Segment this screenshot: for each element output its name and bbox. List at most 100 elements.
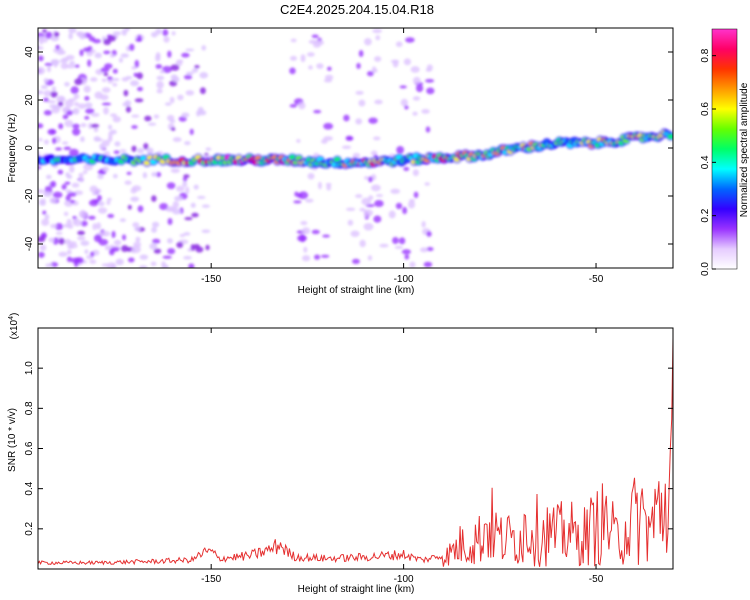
heatmap-noise-cell bbox=[104, 245, 111, 251]
heatmap-noise-cell bbox=[43, 97, 49, 102]
heatmap-noise-cell bbox=[97, 174, 104, 180]
heatmap-noise-cell bbox=[153, 248, 162, 254]
heatmap-noise-cell bbox=[194, 65, 200, 69]
heatmap-noise-cell bbox=[356, 62, 361, 70]
heatmap-noise-cell bbox=[82, 170, 88, 175]
heatmap-noise-cell bbox=[412, 111, 418, 116]
heatmap-noise-cell bbox=[88, 122, 93, 130]
heatmap-noise-cell bbox=[167, 248, 176, 255]
heatmap-noise-cell bbox=[47, 128, 57, 136]
heatmap-noise-cell bbox=[420, 247, 429, 253]
heatmap-noise-cell bbox=[313, 109, 322, 114]
heatmap-noise-cell bbox=[53, 31, 60, 38]
heatmap-noise-cell bbox=[68, 28, 77, 34]
heatmap-noise-cell bbox=[110, 263, 117, 268]
heatmap-noise-cell bbox=[341, 145, 352, 149]
heatmap-noise-cell bbox=[84, 96, 90, 101]
heatmap-noise-cell bbox=[388, 210, 396, 219]
colorbar-tick-label: 0.2 bbox=[700, 208, 711, 222]
heatmap-noise-cell bbox=[296, 139, 301, 143]
heatmap-noise-cell bbox=[112, 68, 118, 74]
heatmap-noise-cell bbox=[185, 71, 194, 76]
heatmap-noise-cell bbox=[38, 189, 45, 194]
heatmap-noise-cell bbox=[50, 35, 60, 42]
heatmap-noise-cell bbox=[79, 210, 87, 219]
heatmap-noise-cell bbox=[325, 182, 332, 187]
heatmap-noise-cell bbox=[96, 222, 102, 230]
heatmap-noise-cell bbox=[55, 147, 62, 151]
heatmap-noise-cell bbox=[162, 255, 172, 259]
heatmap-noise-cell bbox=[64, 238, 72, 245]
heatmap-noise-cell bbox=[171, 31, 176, 36]
heatmap-noise-cell bbox=[72, 219, 83, 227]
heatmap-noise-cell bbox=[421, 220, 426, 228]
heatmap-noise-cell bbox=[25, 68, 35, 74]
heatmap-y-axis-label: Frequency (Hz) bbox=[7, 114, 18, 183]
heatmap-noise-cell bbox=[79, 49, 84, 57]
heatmap-noise-cell bbox=[112, 31, 122, 36]
heatmap-noise-cell bbox=[12, 46, 16, 52]
heatmap-noise-cell bbox=[151, 221, 160, 228]
heatmap-noise-cell bbox=[66, 110, 73, 116]
heatmap-noise-cell bbox=[326, 184, 332, 191]
heatmap-noise-cell bbox=[405, 37, 415, 43]
heatmap-noise-cell bbox=[161, 65, 172, 74]
heatmap-noise-cell bbox=[92, 191, 97, 196]
heatmap-noise-cell bbox=[401, 249, 411, 255]
heatmap-noise-cell bbox=[289, 67, 296, 75]
heatmap-noise-cell bbox=[373, 215, 382, 223]
heatmap-noise-cell bbox=[185, 90, 195, 96]
heatmap-noise-cell bbox=[92, 38, 102, 44]
heatmap-noise-cell bbox=[65, 64, 76, 69]
heatmap-noise-cell bbox=[64, 181, 71, 185]
heatmap-noise-cell bbox=[166, 182, 176, 190]
heatmap-noise-cell bbox=[306, 52, 315, 57]
heatmap-noise-cell bbox=[390, 188, 401, 194]
heatmap-noise-cell bbox=[200, 87, 206, 95]
heatmap-noise-cell bbox=[56, 95, 66, 103]
heatmap-noise-cell bbox=[64, 82, 70, 87]
heatmap-noise-cell bbox=[43, 139, 49, 145]
heatmap-noise-cell bbox=[368, 117, 378, 124]
heatmap-noise-cell bbox=[80, 240, 90, 246]
heatmap-noise-cell bbox=[107, 213, 115, 218]
heatmap-noise-cell bbox=[88, 199, 99, 207]
heatmap-noise-cell bbox=[65, 54, 75, 61]
heatmap-noise-cell bbox=[409, 261, 416, 268]
heatmap-noise-cell bbox=[58, 251, 68, 257]
heatmap-noise-cell bbox=[368, 176, 373, 183]
heatmap-noise-cell bbox=[55, 231, 63, 235]
heatmap-noise-cell bbox=[89, 259, 97, 264]
heatmap-cells bbox=[12, 28, 673, 268]
heatmap-noise-cell bbox=[97, 207, 108, 214]
heatmap-noise-cell bbox=[181, 112, 190, 118]
heatmap-ridge bbox=[38, 128, 673, 170]
heatmap-noise-cell bbox=[343, 114, 350, 122]
heatmap-noise-cell bbox=[327, 66, 332, 71]
heatmap-noise-cell bbox=[408, 198, 415, 203]
heatmap-noise-cell bbox=[189, 128, 194, 136]
heatmap-noise-cell bbox=[72, 127, 81, 136]
heatmap-noise-cell bbox=[367, 255, 373, 261]
heatmap-noise-cell bbox=[123, 89, 129, 97]
heatmap-noise-cell bbox=[38, 66, 46, 75]
heatmap-noise-cell bbox=[114, 141, 121, 147]
heatmap-noise-cell bbox=[395, 202, 403, 210]
heatmap-noise-cell bbox=[126, 171, 132, 175]
heatmap-noise-cell bbox=[38, 166, 42, 170]
heatmap-noise-cell bbox=[94, 52, 102, 59]
heatmap-noise-cell bbox=[69, 148, 79, 157]
heatmap-y-tick-label: -20 bbox=[24, 188, 35, 203]
heatmap-noise-cell bbox=[201, 204, 210, 208]
heatmap-noise-cell bbox=[119, 149, 127, 153]
heatmap-noise-cell bbox=[38, 111, 39, 114]
heatmap-noise-cell bbox=[65, 172, 70, 177]
heatmap-noise-cell bbox=[48, 237, 55, 243]
heatmap-noise-cell bbox=[65, 195, 71, 202]
heatmap-noise-cell bbox=[170, 127, 176, 131]
heatmap-noise-cell bbox=[124, 100, 132, 107]
heatmap-noise-cell bbox=[110, 113, 117, 118]
heatmap-noise-cell bbox=[83, 47, 92, 52]
heatmap-noise-cell bbox=[83, 85, 91, 93]
heatmap-noise-cell bbox=[103, 50, 111, 55]
